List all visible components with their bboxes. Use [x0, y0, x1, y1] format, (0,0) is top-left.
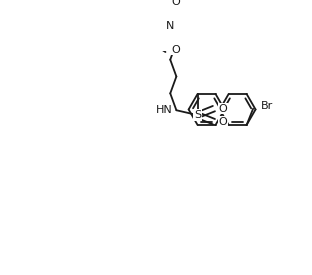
Text: O: O — [219, 117, 227, 127]
Text: O: O — [171, 0, 180, 7]
Text: S: S — [194, 110, 201, 120]
Text: N: N — [166, 21, 174, 31]
Text: O: O — [171, 45, 180, 55]
Text: O: O — [219, 104, 227, 114]
Text: HN: HN — [156, 105, 172, 115]
Text: Br: Br — [261, 101, 274, 111]
